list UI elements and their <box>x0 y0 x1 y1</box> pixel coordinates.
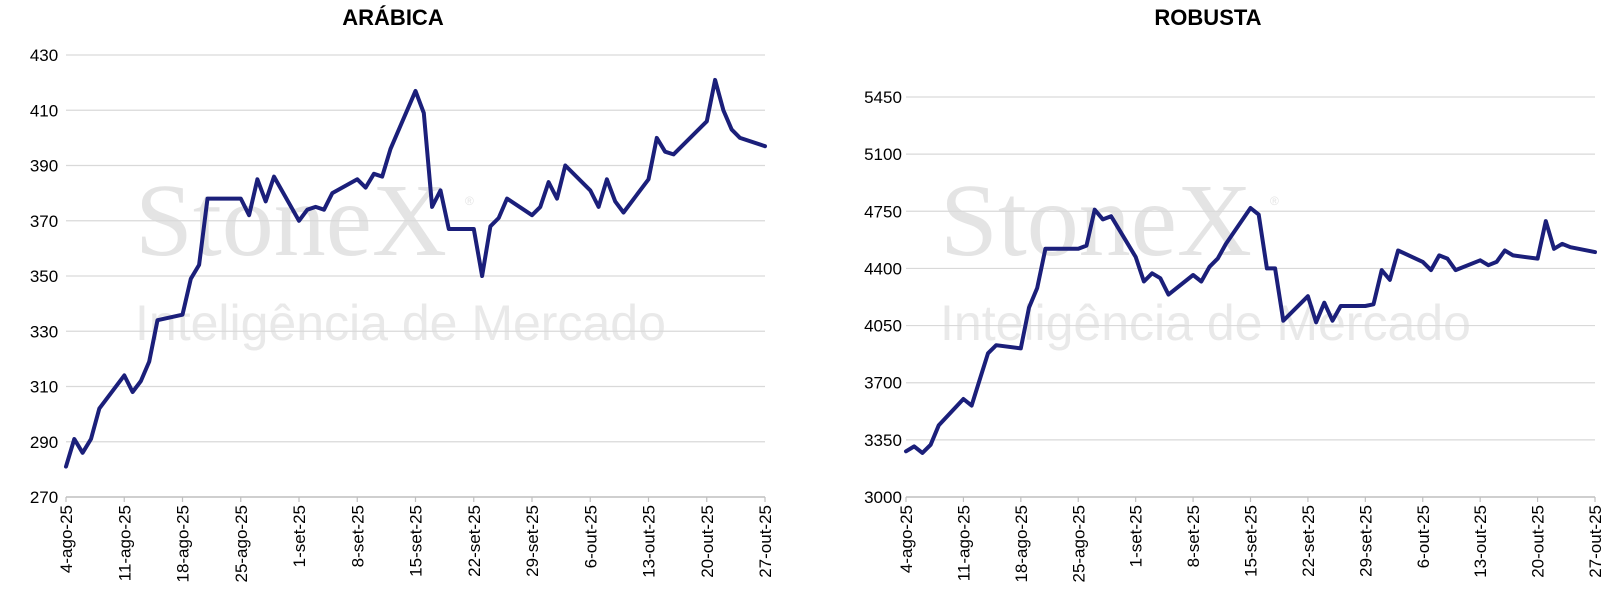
x-tick-label: 1-set-25 <box>290 505 309 567</box>
x-tick-label: 15-set-25 <box>1242 505 1261 577</box>
x-tick-label: 22-set-25 <box>1299 505 1318 577</box>
y-tick-label: 350 <box>30 267 58 286</box>
x-tick-label: 15-set-25 <box>407 505 426 577</box>
series-line <box>64 77 767 469</box>
plot-robusta: 5450 5100 4750 4400 4050 3700 3350 30004-ago-25… <box>864 88 1605 583</box>
x-tick-label: 6-out-25 <box>1414 505 1433 568</box>
x-tick-label: 6-out-25 <box>581 505 600 568</box>
x-tick-label: 4-ago-25 <box>897 505 916 573</box>
watermark-brand: StoneX <box>940 163 1252 278</box>
x-tick-label: 29-set-25 <box>1356 505 1375 577</box>
y-tick-label: 3000 <box>864 488 902 507</box>
x-tick-label: 18-ago-25 <box>1012 505 1031 583</box>
chart-title-arabica: ARÁBICA <box>342 5 444 30</box>
y-tick-label: 410 <box>30 101 58 120</box>
x-tick-label: 25-ago-25 <box>232 505 251 583</box>
x-tick-label: 20-out-25 <box>1529 505 1548 578</box>
watermark-right: StoneX ® Inteligência de Mercado <box>940 163 1471 351</box>
y-tick-label: 5100 <box>864 145 902 164</box>
y-tick-label: 430 <box>30 46 58 65</box>
x-tick-label: 20-out-25 <box>698 505 717 578</box>
y-tick-label: 4750 <box>864 202 902 221</box>
y-tick-label: 290 <box>30 433 58 452</box>
y-tick-label: 390 <box>30 157 58 176</box>
y-tick-label: 5450 <box>864 88 902 107</box>
watermark-registered-mark: ® <box>1270 194 1279 208</box>
x-tick-label: 25-ago-25 <box>1069 505 1088 583</box>
x-tick-label: 11-ago-25 <box>115 505 134 581</box>
x-tick-label: 4-ago-25 <box>57 505 76 573</box>
x-tick-label: 1-set-25 <box>1127 505 1146 567</box>
y-tick-label: 310 <box>30 378 58 397</box>
y-tick-label: 330 <box>30 322 58 341</box>
x-tick-label: 13-out-25 <box>1471 505 1490 578</box>
watermark-subtitle: Inteligência de Mercado <box>135 295 666 351</box>
x-tick-label: 18-ago-25 <box>174 505 193 583</box>
x-tick-label: 22-set-25 <box>465 505 484 577</box>
x-tick-label: 8-set-25 <box>1184 505 1203 567</box>
y-tick-label: 370 <box>30 212 58 231</box>
y-tick-label: 4400 <box>864 259 902 278</box>
y-tick-label: 3700 <box>864 374 902 393</box>
watermark-registered-mark: ® <box>465 194 474 208</box>
y-tick-label: 3350 <box>864 431 902 450</box>
x-tick-label: 13-out-25 <box>640 505 659 578</box>
series-line <box>904 206 1597 455</box>
x-tick-label: 8-set-25 <box>348 505 367 567</box>
y-tick-label: 270 <box>30 488 58 507</box>
x-tick-label: 11-ago-25 <box>954 505 973 581</box>
watermark-subtitle: Inteligência de Mercado <box>940 295 1471 351</box>
x-tick-label: 27-out-25 <box>1586 505 1605 578</box>
watermark-left: StoneX ® Inteligência de Mercado <box>135 163 666 351</box>
x-tick-label: 27-out-25 <box>756 505 775 578</box>
chart-title-robusta: ROBUSTA <box>1154 5 1261 30</box>
x-tick-label: 29-set-25 <box>523 505 542 577</box>
y-tick-label: 4050 <box>864 317 902 336</box>
